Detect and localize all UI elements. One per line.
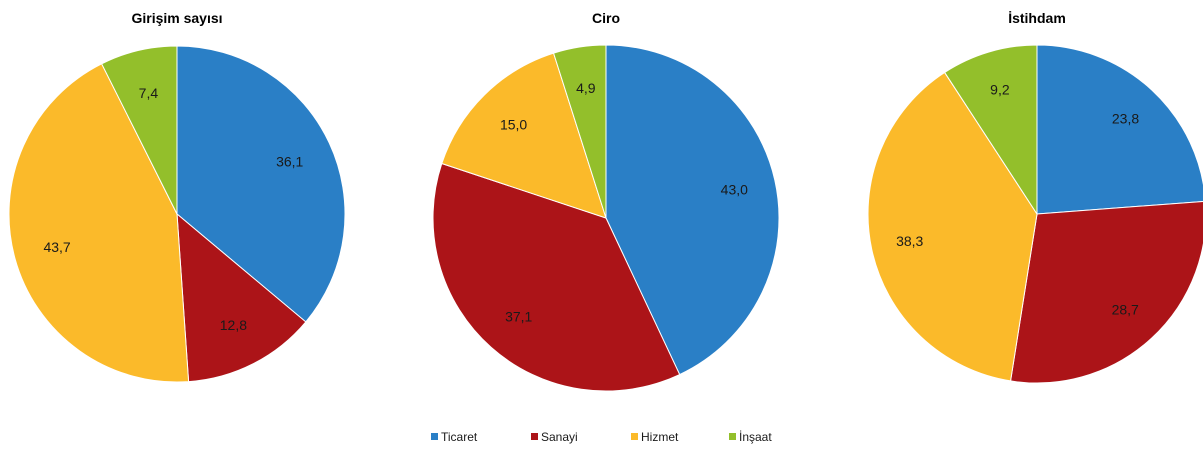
- chart-title-girisim-sayisi: Girişim sayısı: [131, 10, 222, 26]
- legend-item-insaat: İnşaat: [729, 430, 772, 444]
- slice-ticaret: [176, 45, 346, 323]
- data-label-ticaret: 43,0: [721, 181, 748, 197]
- legend-label-ticaret: Ticaret: [441, 430, 478, 444]
- slice-sanayi: [432, 162, 681, 392]
- legend-item-sanayi: Sanayi: [531, 430, 578, 444]
- slice-sanayi: [176, 212, 307, 383]
- chart-title-ciro: Ciro: [592, 10, 620, 26]
- data-label-hizmet: 43,7: [43, 239, 70, 255]
- data-label-sanayi: 37,1: [505, 308, 532, 324]
- data-label-sanayi: 28,7: [1112, 302, 1139, 318]
- legend-item-ticaret: Ticaret: [431, 430, 478, 444]
- data-label-ticaret: 23,8: [1112, 111, 1139, 127]
- pie-girisim-sayisi: Girişim sayısı 36,1 12,8 43,7 7,4: [8, 10, 346, 383]
- slice-hizmet: [8, 63, 190, 383]
- slice-ticaret: [1036, 44, 1203, 215]
- data-label-insaat: 9,2: [990, 81, 1010, 97]
- legend-swatch-hizmet: [631, 433, 638, 440]
- chart-title-istihdam: İstihdam: [1008, 10, 1066, 26]
- legend-swatch-insaat: [729, 433, 736, 440]
- slice-insaat: [552, 44, 607, 219]
- slice-ticaret: [605, 44, 780, 376]
- legend-label-sanayi: Sanayi: [541, 430, 578, 444]
- legend-label-hizmet: Hizmet: [641, 430, 679, 444]
- slice-hizmet: [441, 52, 607, 219]
- slice-sanayi: [1009, 200, 1203, 384]
- data-label-insaat: 7,4: [139, 85, 159, 101]
- data-label-hizmet: 38,3: [896, 233, 923, 249]
- legend-swatch-ticaret: [431, 433, 438, 440]
- pie-istihdam: İstihdam 23,8 28,7 38,3 9,2: [867, 10, 1203, 384]
- slice-insaat: [100, 45, 178, 215]
- legend-label-insaat: İnşaat: [739, 430, 772, 444]
- slice-insaat: [943, 44, 1038, 216]
- data-label-ticaret: 36,1: [276, 153, 303, 169]
- legend-swatch-sanayi: [531, 433, 538, 440]
- legend-item-hizmet: Hizmet: [631, 430, 679, 444]
- data-label-sanayi: 12,8: [220, 317, 247, 333]
- pie-ciro: Ciro 43,0 37,1 15,0 4,9: [432, 10, 780, 392]
- legend: Ticaret Sanayi Hizmet İnşaat: [431, 430, 772, 444]
- data-label-insaat: 4,9: [576, 80, 596, 96]
- data-label-hizmet: 15,0: [500, 116, 527, 132]
